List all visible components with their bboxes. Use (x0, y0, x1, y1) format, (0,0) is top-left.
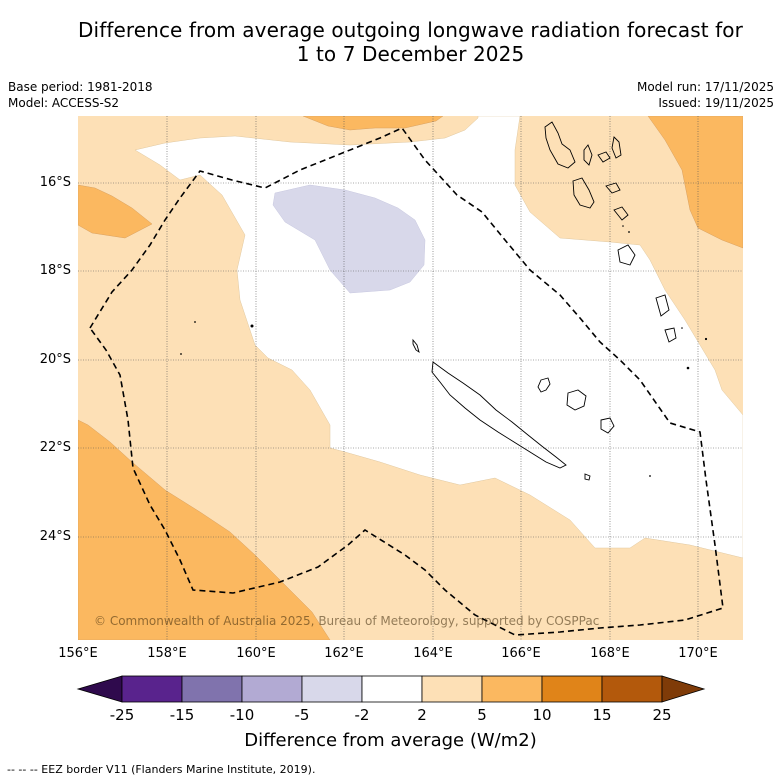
colorbar-bin (481, 675, 543, 703)
colorbar-tick-label: -5 (294, 706, 310, 724)
small-islands (180, 225, 708, 477)
lon-label: 168°E (590, 646, 630, 661)
anomaly-neg5-neg2-region (272, 184, 426, 294)
colorbar (76, 675, 706, 703)
meta-right: Model run: 17/11/2025 Issued: 19/11/2025 (637, 79, 774, 111)
coastlines (412, 121, 677, 481)
title-line-2: 1 to 7 December 2025 (296, 42, 525, 66)
colorbar-bin (541, 675, 603, 703)
lat-label: 22°S (39, 440, 71, 455)
colorbar-tick-label: 25 (652, 706, 672, 724)
colorbar-tick-label: -15 (169, 706, 195, 724)
aneityum-coast (664, 327, 677, 343)
lon-label: 156°E (58, 646, 98, 661)
lon-label: 164°E (413, 646, 453, 661)
colorbar-bin (241, 675, 303, 703)
santo-coast (544, 121, 576, 169)
eez-border (89, 127, 724, 636)
model-run: Model run: 17/11/2025 (636, 80, 774, 94)
map-panel[interactable] (78, 116, 743, 640)
map-title: Difference from average outgoing longwav… (0, 18, 781, 66)
ambrym-coast (605, 182, 621, 194)
colorbar-bin (121, 675, 183, 703)
isle-of-pines-coast (584, 473, 591, 481)
colorbar-tick-label: 5 (477, 706, 487, 724)
erromango-coast (617, 244, 636, 266)
colorbar-bin (76, 675, 123, 703)
colorbar-bin (181, 675, 243, 703)
colorbar-bin (421, 675, 483, 703)
lon-label: 160°E (236, 646, 276, 661)
issued-date: Issued: 19/11/2025 (658, 96, 774, 110)
colorbar-title: Difference from average (W/m2) (244, 730, 537, 751)
colorbar-tick-label: 10 (532, 706, 552, 724)
colorbar-tick-label: -2 (354, 706, 370, 724)
colorbar-tick-label: 15 (592, 706, 612, 724)
anomaly-5-10-north (302, 116, 444, 131)
colorbar-bin (661, 675, 706, 703)
colorbar-tick-label: -10 (229, 706, 255, 724)
efate-coast (613, 206, 629, 221)
graticule (78, 116, 743, 640)
model-name: Model: ACCESS-S2 (8, 96, 120, 110)
colorbar-bin (601, 675, 663, 703)
colorbar-tick-label: -25 (109, 706, 135, 724)
lon-label: 158°E (147, 646, 187, 661)
anomaly-5-10-southwest (78, 419, 331, 640)
colorbar-bin (361, 675, 423, 703)
lat-label: 24°S (39, 529, 71, 544)
colorbar-tick-label: 2 (417, 706, 427, 724)
new-caledonia-coast (431, 361, 567, 469)
lat-label: 16°S (39, 175, 71, 190)
ambae-coast (597, 151, 611, 163)
tanna-coast (655, 294, 670, 317)
ouvea-coast (537, 377, 551, 393)
colorbar-bin (301, 675, 363, 703)
lat-label: 18°S (39, 263, 71, 278)
title-line-1: Difference from average outgoing longwav… (78, 18, 743, 42)
copyright-notice: © Commonwealth of Australia 2025, Bureau… (94, 614, 600, 628)
eez-legend-note: -- -- -- EEZ border V11 (Flanders Marine… (7, 763, 316, 776)
base-period: Base period: 1981-2018 (8, 80, 153, 94)
belep-islands-coast (412, 338, 420, 354)
mare-coast (600, 417, 615, 434)
anomaly-5-10-west (78, 184, 153, 239)
anomaly-5-10-northeast (647, 116, 743, 249)
lifou-coast (566, 389, 587, 411)
map-svg (78, 116, 743, 640)
lon-label: 162°E (324, 646, 364, 661)
pentecost-coast (611, 136, 622, 159)
lat-label: 20°S (39, 352, 71, 367)
lon-label: 166°E (501, 646, 541, 661)
maewo-coast (583, 144, 593, 166)
meta-left: Base period: 1981-2018 Model: ACCESS-S2 (8, 79, 153, 111)
lon-label: 170°E (678, 646, 718, 661)
malakula-coast (572, 177, 595, 209)
